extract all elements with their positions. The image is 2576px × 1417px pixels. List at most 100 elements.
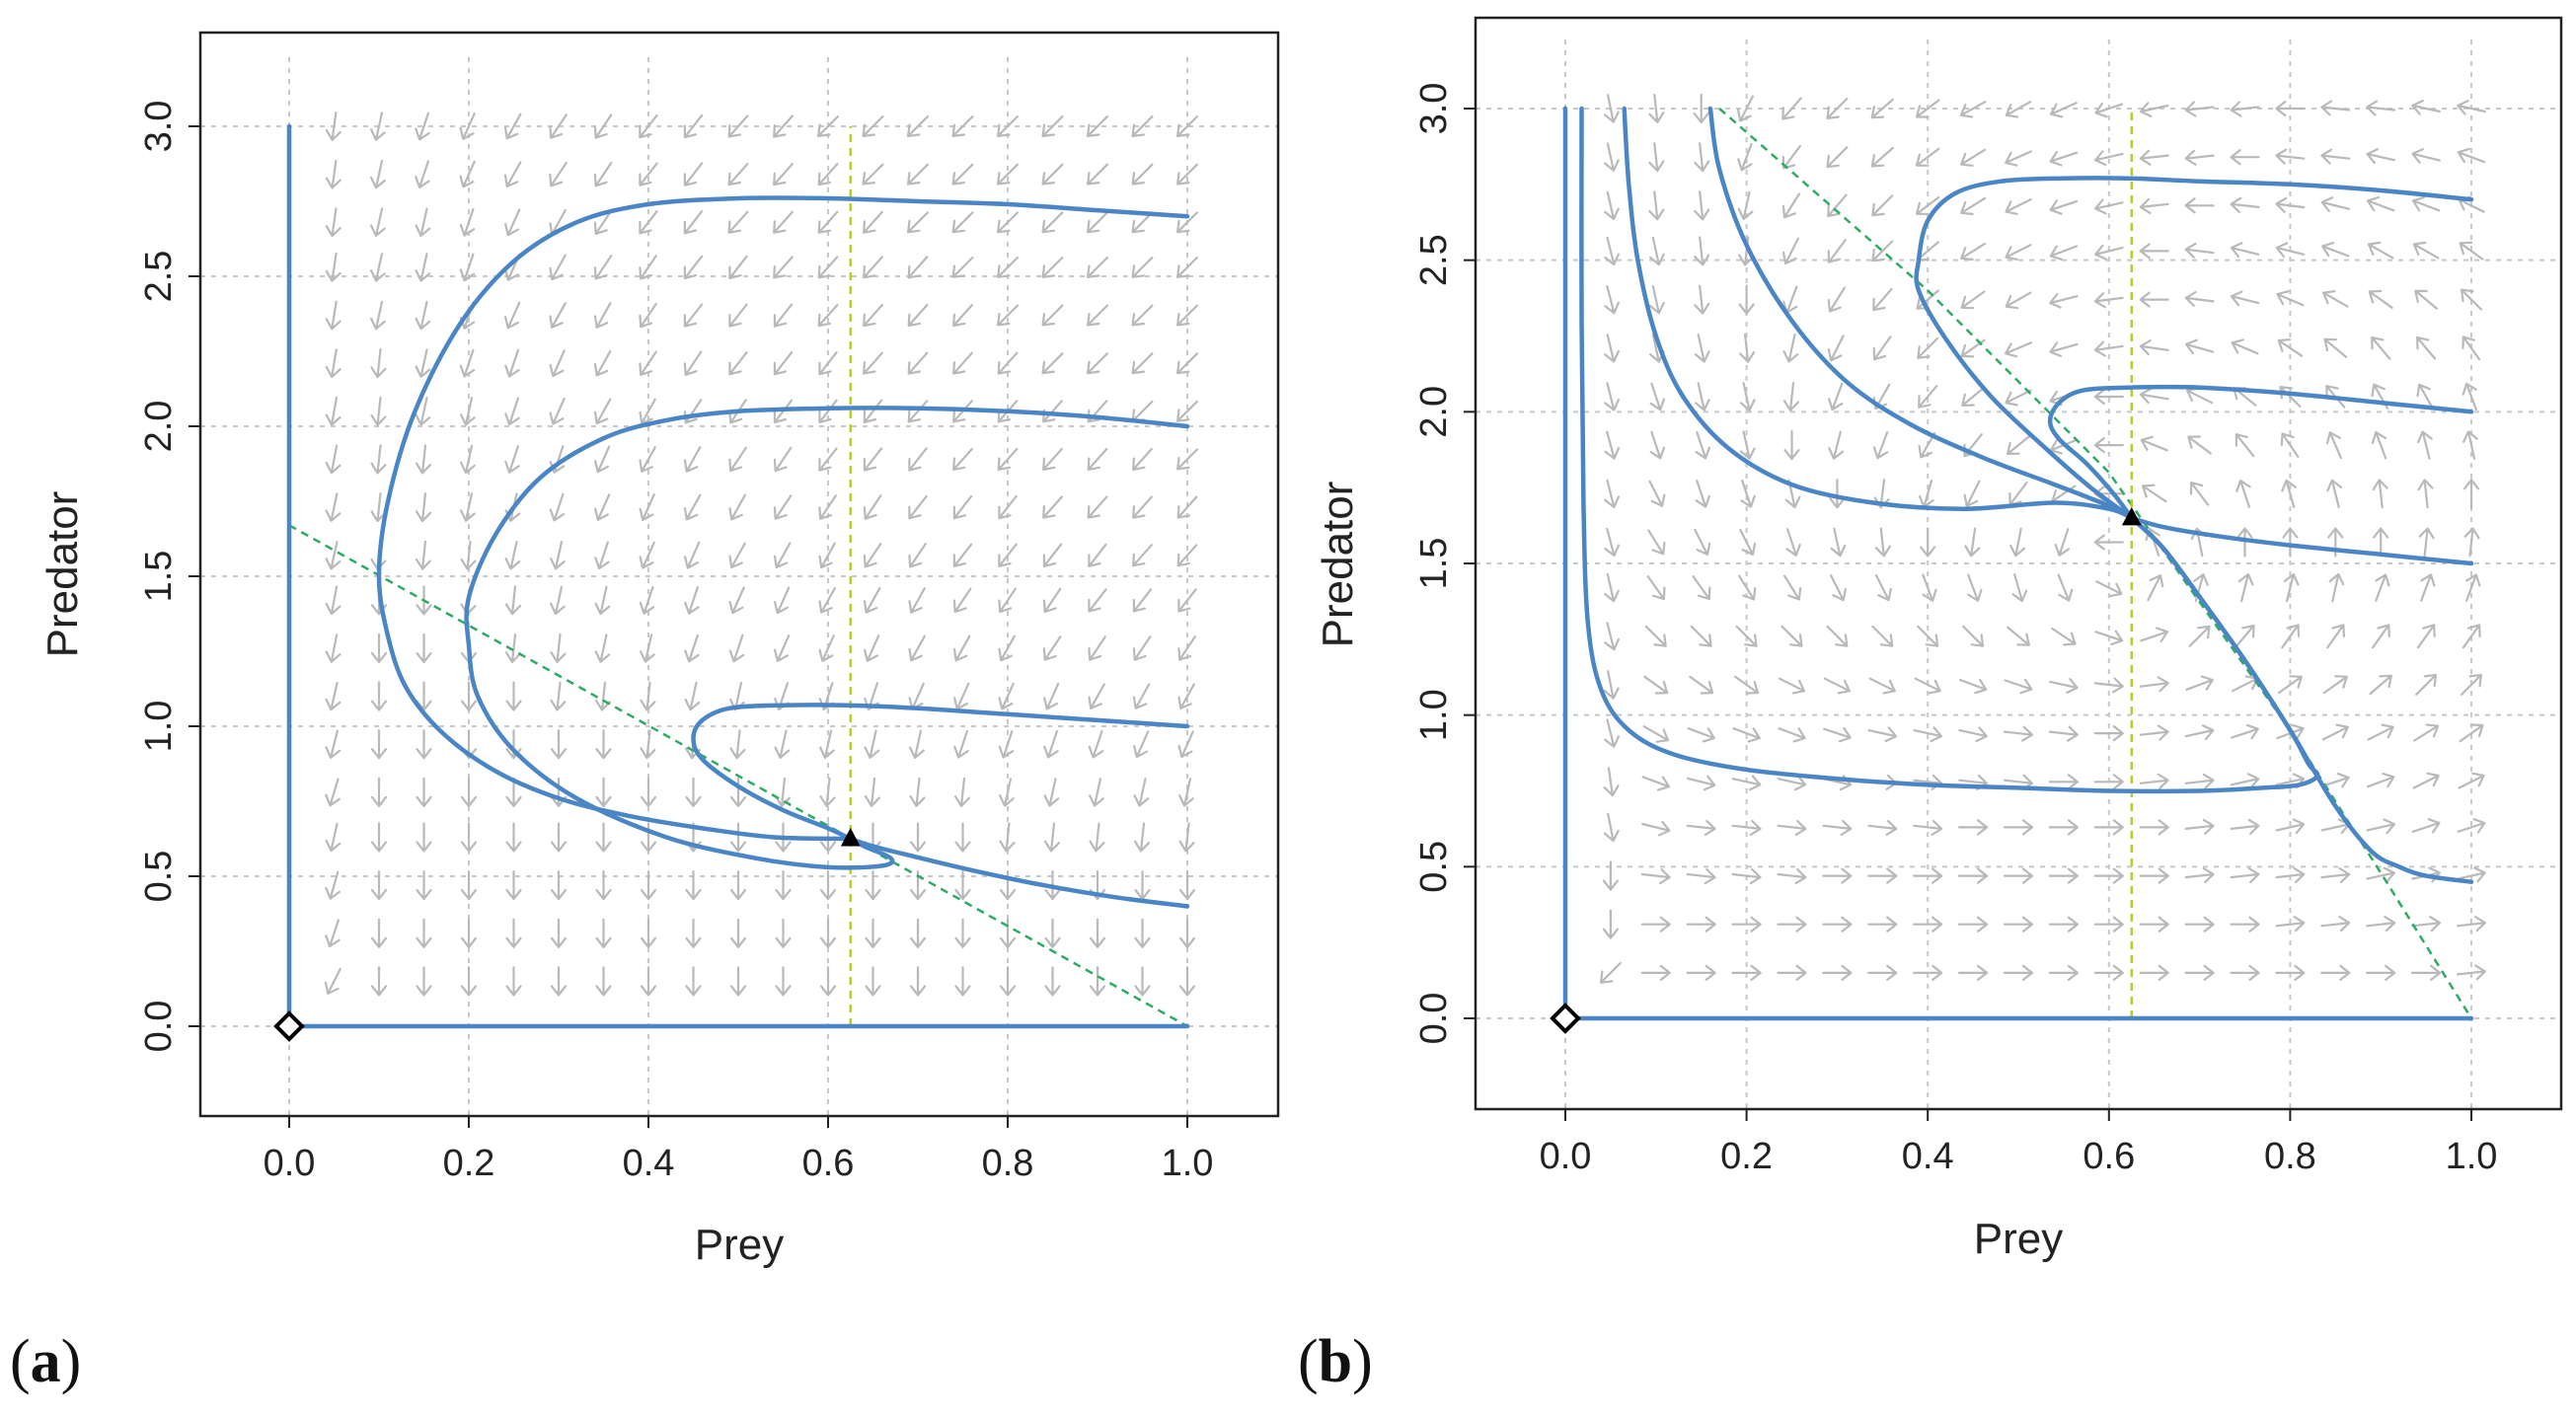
vector-arrow (2412, 241, 2440, 260)
vector-arrow (1177, 588, 1197, 613)
vector-arrow (1177, 730, 1194, 759)
vector-arrow (1913, 964, 1943, 981)
vector-arrow (908, 447, 928, 472)
vector-arrow (997, 115, 1019, 137)
vector-arrow (2463, 527, 2480, 558)
vector-arrow (2093, 916, 2124, 932)
vector-arrow (1043, 729, 1059, 759)
extinction-equilibrium-diamond (273, 1010, 305, 1042)
panel-a-y-ticks: 0.0 0.5 1.0 1.5 2.0 2.5 3.0 (138, 101, 200, 1052)
vector-arrow (998, 729, 1015, 759)
vector-arrow (2457, 818, 2486, 834)
y-tick-label: 1.5 (138, 551, 180, 603)
vector-arrow (908, 587, 926, 614)
vector-arrow (2367, 241, 2394, 260)
trajectory-line (376, 195, 1190, 842)
vector-arrow (2094, 198, 2124, 215)
vector-arrow (2411, 100, 2441, 115)
vector-arrow (1960, 242, 1987, 261)
vector-arrow (1641, 820, 1671, 837)
vector-arrow (1131, 115, 1154, 137)
vector-arrow (1643, 675, 1669, 695)
vector-arrow (1044, 918, 1061, 948)
vector-arrow (1692, 575, 1711, 601)
vector-arrow (1087, 163, 1108, 186)
vector-arrow (1738, 574, 1757, 601)
vector-arrow (2320, 916, 2351, 932)
vector-arrow (2189, 482, 2210, 506)
vector-arrow (954, 918, 971, 948)
panel-b-nullclines (1718, 108, 2473, 1019)
vector-arrow (1874, 527, 1891, 558)
vector-arrow (1694, 284, 1710, 315)
vector-arrow (1874, 574, 1892, 602)
vector-arrow (1694, 190, 1710, 221)
vector-arrow (415, 300, 431, 331)
vector-arrow (2366, 916, 2396, 932)
vector-arrow (1871, 625, 1894, 647)
vector-arrow (640, 966, 657, 997)
vector-arrow (2007, 626, 2030, 646)
vector-arrow (1686, 868, 1716, 885)
y-tick-label: 0.0 (1413, 993, 1455, 1045)
vector-arrow (2005, 101, 2032, 118)
vector-arrow (997, 163, 1019, 186)
vector-arrow (504, 397, 520, 426)
vector-arrow (1131, 163, 1154, 186)
vector-arrow (2004, 725, 2033, 742)
vector-arrow (773, 351, 794, 376)
vector-arrow (550, 822, 568, 853)
vector-arrow (1042, 495, 1063, 519)
vector-arrow (2414, 289, 2438, 310)
vector-arrow (1871, 240, 1894, 262)
vector-arrow (1604, 334, 1620, 363)
vector-arrow (1822, 916, 1853, 932)
vector-arrow (1649, 382, 1666, 411)
vector-arrow (729, 966, 747, 997)
vector-arrow (2320, 148, 2351, 165)
vector-arrow (997, 211, 1019, 234)
vector-arrow (505, 681, 522, 711)
trajectory-line (848, 836, 1190, 909)
vector-arrow (907, 163, 929, 186)
vector-arrow (2417, 430, 2433, 460)
vector-arrow (2462, 624, 2481, 649)
vector-arrow (863, 304, 883, 328)
vector-arrow (818, 494, 837, 520)
vector-arrow (504, 633, 521, 663)
vector-arrow (593, 349, 612, 377)
vector-arrow (594, 493, 611, 521)
vector-arrow (370, 870, 388, 901)
vector-arrow (1604, 285, 1620, 315)
vector-arrow (1648, 142, 1665, 173)
panel-b-label: (b) (1298, 1328, 1373, 1395)
vector-arrow (1734, 675, 1760, 695)
panel-a-trajectories (286, 123, 1190, 1029)
vector-arrow (2009, 527, 2025, 558)
vector-arrow (1731, 819, 1762, 836)
vector-arrow (2371, 430, 2387, 460)
vector-arrow (460, 444, 476, 475)
vector-arrow (1870, 146, 1894, 168)
vector-arrow (729, 777, 747, 807)
vector-arrow (1782, 382, 1799, 411)
panel-a-x-axis-title: Prey (695, 1221, 784, 1269)
vector-arrow (1642, 725, 1670, 743)
vector-arrow (2093, 534, 2124, 551)
vector-arrow (2235, 624, 2255, 648)
vector-arrow (1822, 964, 1853, 981)
vector-arrow (370, 633, 388, 664)
vector-arrow (2230, 196, 2260, 213)
vector-arrow (1827, 239, 1847, 263)
panel-a-nullclines (288, 126, 1188, 1028)
vector-arrow (953, 682, 970, 710)
vector-arrow (2094, 102, 2124, 118)
vector-arrow (1177, 635, 1196, 661)
vector-arrow (549, 397, 566, 425)
vector-arrow (2282, 527, 2299, 558)
vector-arrow (2003, 819, 2034, 836)
vector-arrow (728, 634, 745, 663)
vector-arrow (1822, 867, 1853, 884)
vector-arrow (593, 113, 613, 139)
vector-arrow (595, 729, 612, 760)
